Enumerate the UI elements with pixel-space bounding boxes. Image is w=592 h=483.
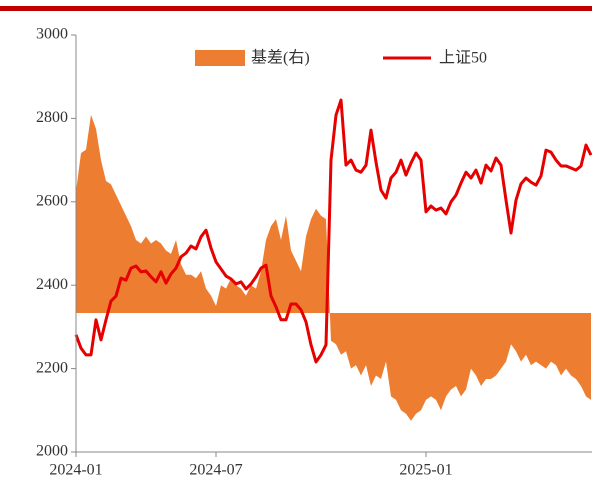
y-tick-label: 2800 [36,109,68,126]
y-tick-label: 2400 [36,276,68,293]
y-tick-label: 2200 [36,359,68,376]
legend-label: 上证50 [439,49,487,67]
legend-swatch [195,50,245,66]
y-tick-label: 2600 [36,192,68,209]
y-tick-label: 3000 [36,26,68,43]
basis-area [76,114,591,421]
top-bar [0,6,592,11]
y-tick-label: 2000 [36,443,68,460]
x-tick-label: 2025-01 [399,462,452,479]
x-tick-label: 2024-07 [189,462,242,479]
legend-label: 基差(右) [251,49,310,67]
index-line [74,98,592,364]
x-tick-label: 2024-01 [49,462,102,479]
